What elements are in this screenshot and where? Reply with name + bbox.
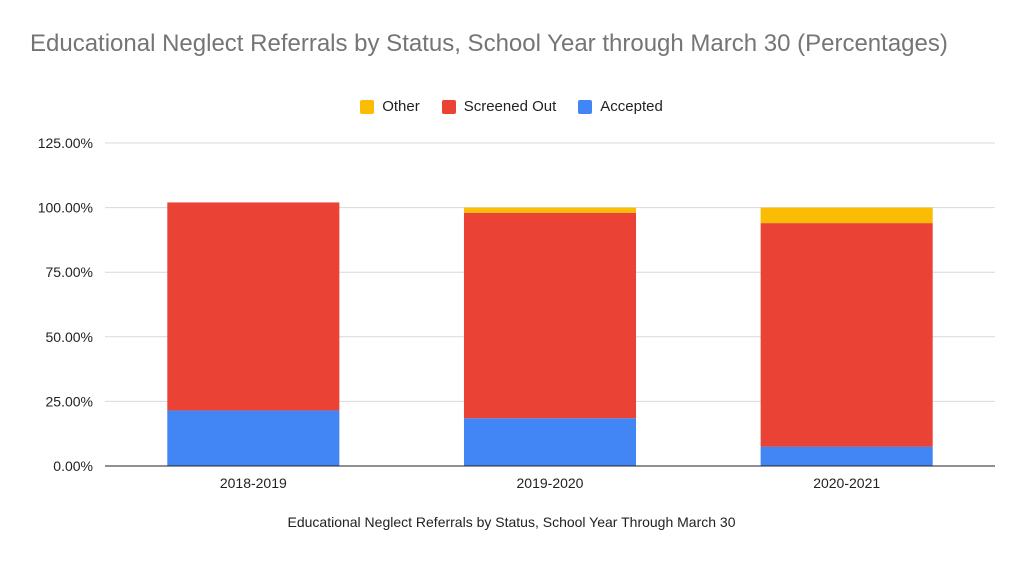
y-tick-label: 50.00% [46, 329, 93, 345]
legend-swatch-screened-out [441, 99, 456, 114]
bar-other [760, 207, 933, 224]
x-axis-title: Educational Neglect Referrals by Status,… [287, 514, 736, 530]
bar-screened-out [167, 202, 340, 411]
y-tick-label: 100.00% [38, 200, 93, 216]
bar-accepted [760, 446, 933, 466]
legend-item-screened-out: Screened Out [441, 98, 557, 115]
legend: Other Screened Out Accepted [0, 98, 1023, 115]
legend-label-accepted: Accepted [600, 98, 663, 115]
bar-accepted [167, 410, 340, 466]
bar-screened-out [760, 223, 933, 447]
bar-screened-out [463, 212, 637, 419]
legend-item-accepted: Accepted [578, 98, 663, 115]
x-tick-label: 2020-2021 [813, 475, 880, 491]
x-tick-label: 2018-2019 [220, 475, 287, 491]
legend-item-other: Other [360, 98, 420, 115]
y-tick-label: 125.00% [38, 135, 93, 151]
bar-accepted [463, 418, 637, 466]
bar-other [463, 207, 637, 213]
y-tick-label: 75.00% [46, 264, 93, 280]
x-tick-label: 2019-2020 [517, 475, 584, 491]
legend-swatch-other [360, 99, 375, 114]
legend-swatch-accepted [578, 99, 593, 114]
legend-label-other: Other [382, 98, 420, 115]
legend-label-screened-out: Screened Out [463, 98, 557, 115]
y-tick-label: 25.00% [46, 393, 93, 409]
y-tick-label: 0.00% [53, 458, 93, 474]
chart-title: Educational Neglect Referrals by Status,… [30, 30, 948, 57]
